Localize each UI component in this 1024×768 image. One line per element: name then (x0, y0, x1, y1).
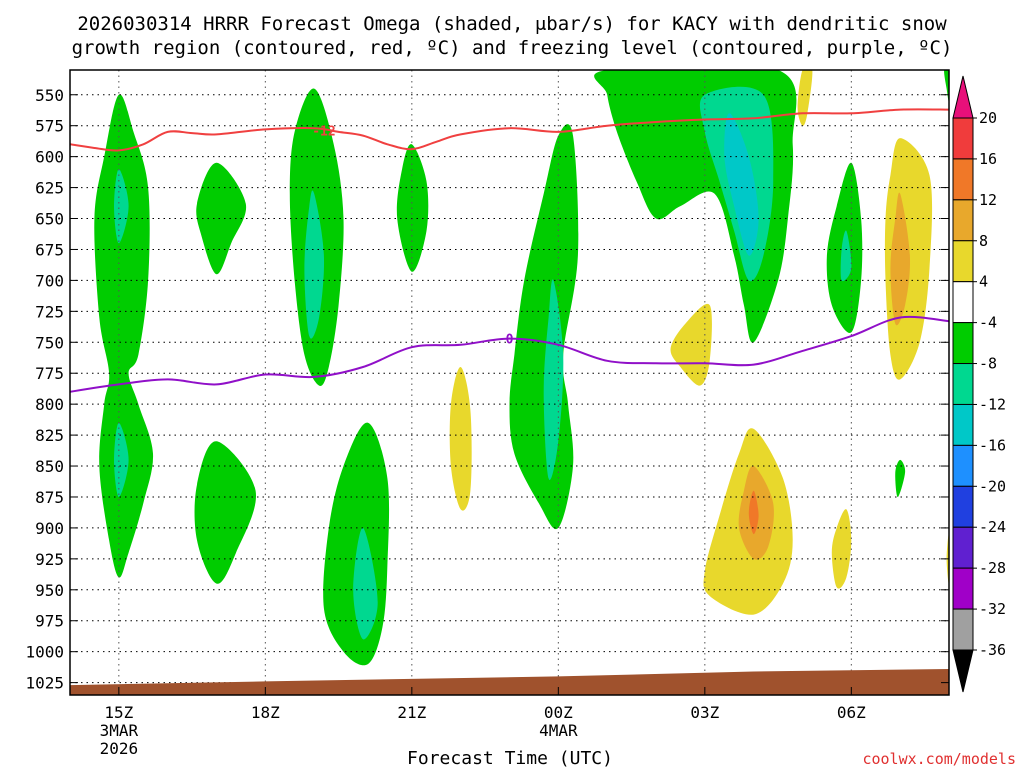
colorbar-label--8: -8 (979, 355, 997, 373)
y-tick-label-750: 750 (35, 333, 64, 352)
colorbar-label-4: 4 (979, 273, 988, 291)
temperature-contours (70, 108, 949, 393)
plot-frame (69, 69, 950, 696)
colorbar-bin-12 (952, 158, 974, 201)
colorbar-label--12: -12 (979, 395, 1006, 413)
x-tick-label-00Z: 00Z (544, 703, 573, 722)
colorbar-legend: 20 16 12 8 4 -4 -8 -12 -16 -20 -24 -28 -32 -36 (952, 75, 1006, 693)
x-tick-label-06Z: 06Z (837, 703, 866, 722)
omega-region-7 (323, 422, 390, 666)
y-tick-label-650: 650 (35, 210, 64, 229)
omega-region-4 (194, 441, 257, 584)
omega-region-14 (724, 113, 759, 256)
chart-title-line-2: growth region (contoured, red, ºC) and f… (72, 37, 953, 59)
y-tick-label-825: 825 (35, 426, 64, 445)
omega-region-23 (748, 490, 759, 535)
omega-region-8 (353, 527, 378, 640)
terrain-fill (70, 669, 949, 695)
colorbar-label-12: 12 (979, 191, 997, 209)
omega-shading (94, 70, 949, 666)
grid-lines (70, 70, 949, 695)
omega-region-0 (94, 94, 154, 578)
colorbar-bin-8 (952, 199, 974, 242)
colorbar-label--32: -32 (979, 600, 1006, 618)
colorbar-bin-4 (952, 240, 974, 283)
y-tick-label-775: 775 (35, 364, 64, 383)
x-tick-label-21Z: 21Z (397, 703, 426, 722)
y-tick-label-575: 575 (35, 117, 64, 136)
x-tick-label-18Z: 18Z (251, 703, 280, 722)
omega-region-1 (114, 169, 129, 244)
x-tick-year-15Z: 2026 (100, 739, 139, 758)
y-tick-label-900: 900 (35, 519, 64, 538)
colorbar-label-8: 8 (979, 232, 988, 250)
y-tick-label-875: 875 (35, 488, 64, 507)
y-tick-label-675: 675 (35, 240, 64, 259)
colorbar-bin--16 (952, 403, 974, 446)
chart-title-line-1: 2026030314 HRRR Forecast Omega (shaded, … (77, 13, 947, 35)
y-tick-label-975: 975 (35, 612, 64, 631)
y-tick-label-700: 700 (35, 271, 64, 290)
omega-region-16 (840, 230, 852, 282)
y-tick-label-725: 725 (35, 302, 64, 321)
colorbar-label--20: -20 (979, 477, 1006, 495)
contour-labels: -12 0 (312, 125, 513, 348)
omega-region-20 (449, 366, 472, 511)
omega-region-25 (890, 192, 911, 326)
colorbar-bin--24 (952, 485, 974, 528)
y-tick-label-800: 800 (35, 395, 64, 414)
colorbar-bin--28 (952, 526, 974, 569)
x-tick-label-03Z: 03Z (690, 703, 719, 722)
x-tick-label-15Z: 15Z (104, 703, 133, 722)
x-axis-label: Forecast Time (UTC) (407, 748, 613, 768)
x-tick-date-00Z: 4MAR (539, 721, 578, 740)
colorbar-label-16: 16 (979, 150, 997, 168)
y-tick-label-625: 625 (35, 179, 64, 198)
terrain-surface (70, 669, 949, 695)
omega-region-18 (895, 459, 906, 497)
colorbar-top-arrow (952, 75, 974, 119)
colorbar-label-20: 20 (979, 109, 997, 127)
y-tick-label-1025: 1025 (25, 674, 64, 693)
omega-region-3 (196, 162, 247, 275)
colorbar-label--28: -28 (979, 559, 1006, 577)
colorbar-label--36: -36 (979, 641, 1006, 659)
y-tick-label-550: 550 (35, 86, 64, 105)
dendritic-growth-minus12C-line (70, 108, 949, 152)
omega-region-2 (114, 422, 129, 497)
omega-region-19 (670, 303, 712, 386)
colorbar-bin-16 (952, 117, 974, 160)
colorbar-bin--12 (952, 363, 974, 405)
colorbar-bin--20 (952, 444, 974, 487)
y-tick-label-950: 950 (35, 581, 64, 600)
omega-region-6 (304, 190, 325, 339)
y-tick-label-850: 850 (35, 457, 64, 476)
y-axis-pressure-ticks: 550 575 600 625 650 675 700 725 750 775 800 825 850 8… (25, 86, 949, 693)
y-tick-label-925: 925 (35, 550, 64, 569)
colorbar-bin--32 (952, 567, 974, 610)
dendritic-growth-minus12C-label: -12 (312, 125, 335, 140)
y-tick-label-1000: 1000 (25, 643, 64, 662)
credit-text: coolwx.com/models (862, 750, 1016, 768)
y-tick-label-600: 600 (35, 148, 64, 167)
colorbar-bin--36 (952, 608, 974, 651)
colorbar-bin--4 (952, 281, 974, 324)
omega-region-10 (509, 124, 579, 530)
omega-region-17 (944, 70, 949, 102)
colorbar-label--24: -24 (979, 518, 1006, 536)
colorbar-label--16: -16 (979, 436, 1006, 454)
omega-region-27 (797, 70, 813, 126)
colorbar-bin--8 (952, 322, 974, 365)
colorbar-bottom-arrow (952, 649, 974, 693)
x-tick-date-15Z: 3MAR (100, 721, 139, 740)
freezing-level-0C-label: 0 (506, 333, 514, 348)
omega-region-26 (831, 509, 852, 589)
omega-region-9 (396, 144, 429, 272)
freezing-level-0C-line (70, 315, 949, 393)
colorbar-label--4: -4 (979, 314, 997, 332)
